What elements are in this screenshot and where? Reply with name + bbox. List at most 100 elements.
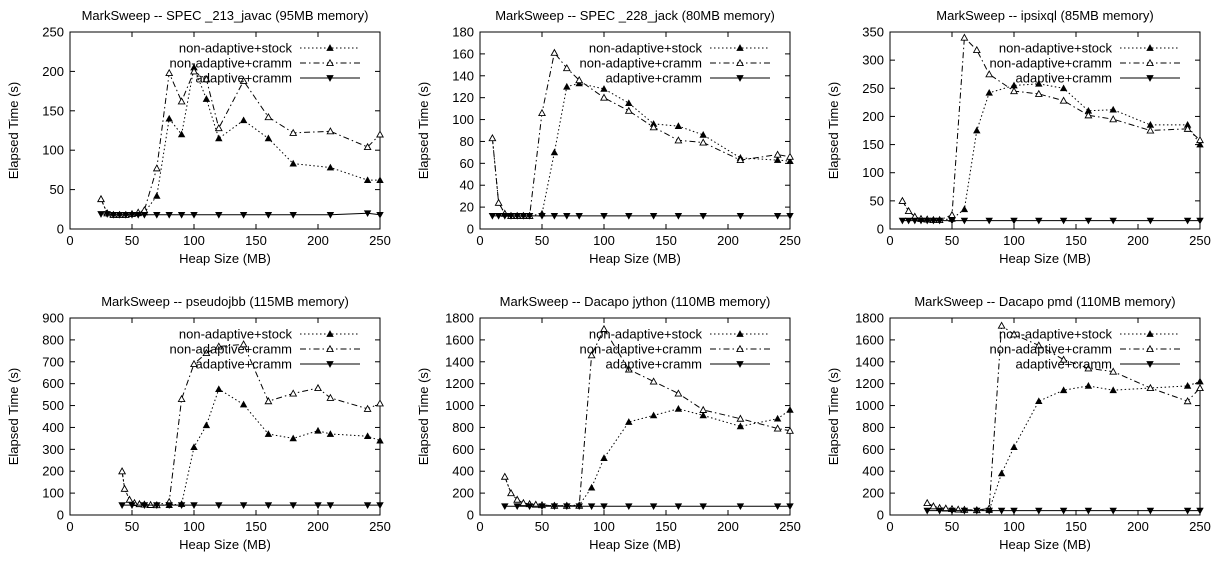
y-tick-label: 1000 xyxy=(445,398,474,413)
data-point xyxy=(563,213,571,220)
data-point xyxy=(1196,383,1204,392)
data-point xyxy=(128,502,136,509)
chart-title: MarkSweep -- Dacapo jython (110MB memory… xyxy=(500,294,771,309)
data-point xyxy=(904,206,913,214)
data-point xyxy=(165,114,173,122)
series-line xyxy=(100,70,381,216)
x-tick-label: 100 xyxy=(1003,519,1025,534)
y-tick-label: 800 xyxy=(452,420,474,435)
data-point xyxy=(1109,507,1117,515)
data-point xyxy=(190,502,198,509)
data-point xyxy=(736,422,745,430)
data-point xyxy=(736,155,745,164)
x-tick-label: 0 xyxy=(66,233,73,248)
data-point xyxy=(363,176,372,184)
data-point xyxy=(376,502,384,509)
data-point xyxy=(363,210,372,218)
plot-frame xyxy=(889,31,1201,230)
data-point xyxy=(1183,124,1192,132)
data-point xyxy=(202,75,211,83)
series-adaptive-cramm xyxy=(488,213,794,220)
data-point xyxy=(600,454,608,461)
data-point xyxy=(165,211,173,219)
legend-label: adaptive+cramm xyxy=(196,71,292,86)
data-point xyxy=(326,502,335,509)
data-point xyxy=(134,211,142,219)
data-point xyxy=(118,467,127,475)
data-point xyxy=(786,503,794,511)
data-point xyxy=(289,211,297,219)
data-point xyxy=(997,507,1006,515)
data-point xyxy=(1059,386,1068,394)
data-point xyxy=(960,507,969,515)
x-tick-label: 250 xyxy=(1189,233,1211,248)
data-point xyxy=(140,502,149,509)
plot-frame xyxy=(479,317,791,516)
x-tick-label: 200 xyxy=(1127,519,1149,534)
data-point xyxy=(1109,105,1117,113)
y-tick-label: 120 xyxy=(452,90,474,105)
data-point xyxy=(674,213,683,220)
series-non-adaptive-stock xyxy=(118,385,384,509)
data-point xyxy=(326,163,335,171)
x-tick-label: 100 xyxy=(593,233,615,248)
series-line xyxy=(121,388,381,506)
legend-label: non-adaptive+cramm xyxy=(990,342,1112,357)
legend-marker xyxy=(1146,330,1154,337)
data-point xyxy=(786,157,794,165)
data-point xyxy=(929,217,938,225)
data-point xyxy=(1034,341,1043,349)
x-tick-label: 150 xyxy=(655,519,677,534)
data-point xyxy=(1183,382,1192,389)
legend-label: non-adaptive+stock xyxy=(179,327,293,342)
data-point xyxy=(1196,507,1204,515)
data-point xyxy=(674,503,683,511)
data-point xyxy=(264,397,273,405)
data-point xyxy=(973,507,981,515)
legend-marker xyxy=(1146,75,1154,82)
plot-frame xyxy=(889,317,1201,516)
x-tick-label: 50 xyxy=(125,519,139,534)
x-axis-label: Heap Size (MB) xyxy=(179,537,271,552)
data-point xyxy=(562,63,571,72)
chart-4: MarkSweep -- pseudojbb (115MB memory) 0 50… xyxy=(6,294,391,552)
y-tick-label: 1800 xyxy=(445,311,474,326)
data-point xyxy=(165,68,174,76)
data-point xyxy=(177,130,186,138)
data-point xyxy=(1183,507,1192,515)
data-point xyxy=(923,507,931,515)
x-axis-label: Heap Size (MB) xyxy=(589,537,681,552)
series-line xyxy=(926,381,1201,511)
legend-marker xyxy=(1146,58,1154,67)
chart-title: MarkSweep -- SPEC _213_javac (95MB memor… xyxy=(82,8,369,23)
data-point xyxy=(1059,84,1068,92)
legend-label: adaptive+cramm xyxy=(606,71,702,86)
data-point xyxy=(786,213,794,220)
data-point xyxy=(215,502,223,509)
y-axis-label: Elapsed Time (s) xyxy=(416,368,431,466)
y-tick-label: 800 xyxy=(862,420,884,435)
data-point xyxy=(326,127,335,135)
data-point xyxy=(289,502,297,509)
data-point xyxy=(152,164,161,172)
data-point xyxy=(972,45,981,54)
data-point xyxy=(699,411,707,419)
data-point xyxy=(513,213,521,220)
data-point xyxy=(494,213,503,220)
y-axis-label: Elapsed Time (s) xyxy=(826,368,841,466)
data-point xyxy=(699,138,708,146)
data-point xyxy=(948,210,956,218)
data-point xyxy=(1035,217,1043,225)
data-point xyxy=(898,196,907,204)
data-point xyxy=(674,136,683,144)
data-point xyxy=(500,472,509,480)
data-point xyxy=(120,484,129,492)
y-tick-label: 0 xyxy=(467,508,474,523)
chart-6: MarkSweep -- Dacapo pmd (110MB memory) 0 5… xyxy=(826,294,1211,552)
y-tick-label: 300 xyxy=(862,53,884,68)
x-tick-label: 200 xyxy=(717,519,739,534)
data-point xyxy=(507,488,515,497)
y-tick-label: 80 xyxy=(460,134,474,149)
data-point xyxy=(326,393,335,401)
y-tick-label: 1400 xyxy=(445,354,474,369)
